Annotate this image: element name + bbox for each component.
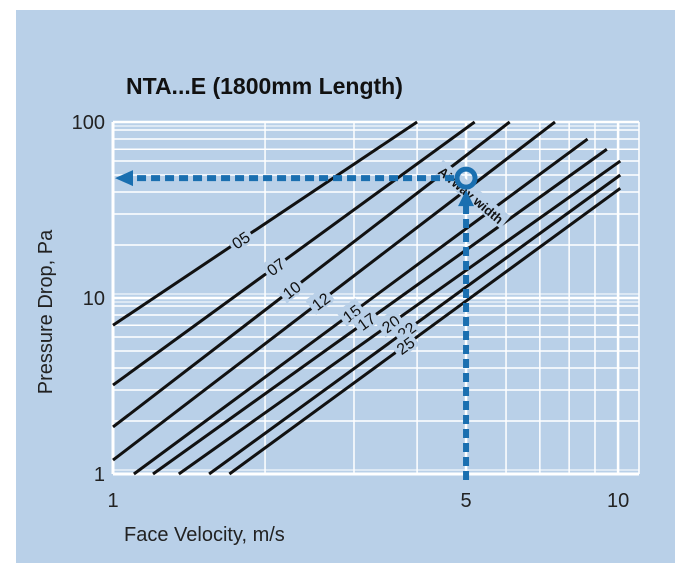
curve-label-bg [336,298,367,327]
example-left-arrow [115,170,133,187]
curve-12 [112,120,556,462]
x-tick-label: 5 [460,490,471,512]
curve-17 [152,148,608,476]
curve-label-bg [389,330,420,359]
x-tick-label: 1 [107,490,118,512]
curve-label-bg [260,251,291,281]
chart-panel: NTA...E (1800mm Length) 0507101215172022… [16,10,675,563]
curve-05 [112,120,418,327]
chart: NTA...E (1800mm Length) 0507101215172022… [35,73,640,546]
example-lookup [115,166,478,480]
curve-label-bg [390,315,421,344]
curve-07 [112,120,476,387]
tick-labels: 1 5 10 1 10 100 [72,112,630,512]
y-tick-label: 100 [72,112,105,134]
x-axis-label: Face Velocity, m/s [124,524,285,546]
curve-label-bg [225,224,256,254]
y-tick-label: 10 [83,288,105,310]
curve-label-bg [305,285,336,315]
example-up-arrow [458,190,475,207]
curve-label-bg [375,308,406,338]
grid [111,120,640,476]
y-tick-label: 1 [94,464,105,486]
x-tick-label: 10 [607,490,629,512]
curve-25 [228,187,622,476]
example-point [454,166,478,190]
curve-label-bg [275,274,306,304]
y-axis-label: Pressure Drop, Pa [35,229,57,394]
chart-title: NTA...E (1800mm Length) [126,73,403,99]
curve-label-bg [350,306,381,335]
